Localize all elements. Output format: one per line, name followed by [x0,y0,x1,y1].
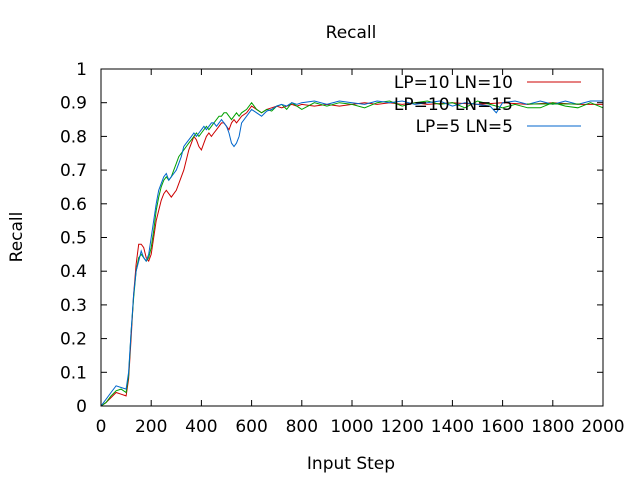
x-axis-label: Input Step [307,454,395,474]
y-tick-label: 0.2 [60,330,87,350]
y-tick-label: 0.9 [60,94,87,114]
chart-title: Recall [326,23,377,43]
legend-label: LP=5 LN=5 [416,117,513,137]
y-tick-label: 0.6 [60,195,87,215]
y-tick-label: 0.1 [60,363,87,383]
y-tick-label: 0 [76,397,87,417]
x-tick-label: 1400 [431,417,474,437]
x-tick-label: 1800 [531,417,574,437]
y-tick-label: 0.4 [60,262,87,282]
x-tick-label: 2000 [581,417,624,437]
y-axis-label: Recall [7,212,27,263]
plot-frame [100,68,604,407]
series-layer [100,100,604,407]
x-tick-label: 1600 [481,417,524,437]
x-tick-label: 1200 [381,417,424,437]
y-tick-label: 0.5 [60,229,87,249]
legend-label: LP=10 LN=10 [394,73,513,93]
x-tick-label: 400 [185,417,217,437]
x-tick-label: 600 [235,417,267,437]
series-line-3 [100,100,603,407]
y-tick-label: 0.8 [60,127,87,147]
x-tick-label: 800 [286,417,318,437]
x-tick-label: 1000 [330,417,373,437]
y-tick-label: 0.3 [60,296,87,316]
legend-label: LP=10 LN=15 [394,95,513,115]
y-tick-label: 0.7 [60,161,87,181]
y-tick-label: 1 [76,60,87,80]
tick-layer: 0 200 400 600 800 1000 1200 1400 1600 1800 2000 0 0.… [60,60,625,437]
x-tick-label: 0 [96,417,107,437]
x-tick-label: 200 [135,417,167,437]
series-line-2 [100,100,604,407]
